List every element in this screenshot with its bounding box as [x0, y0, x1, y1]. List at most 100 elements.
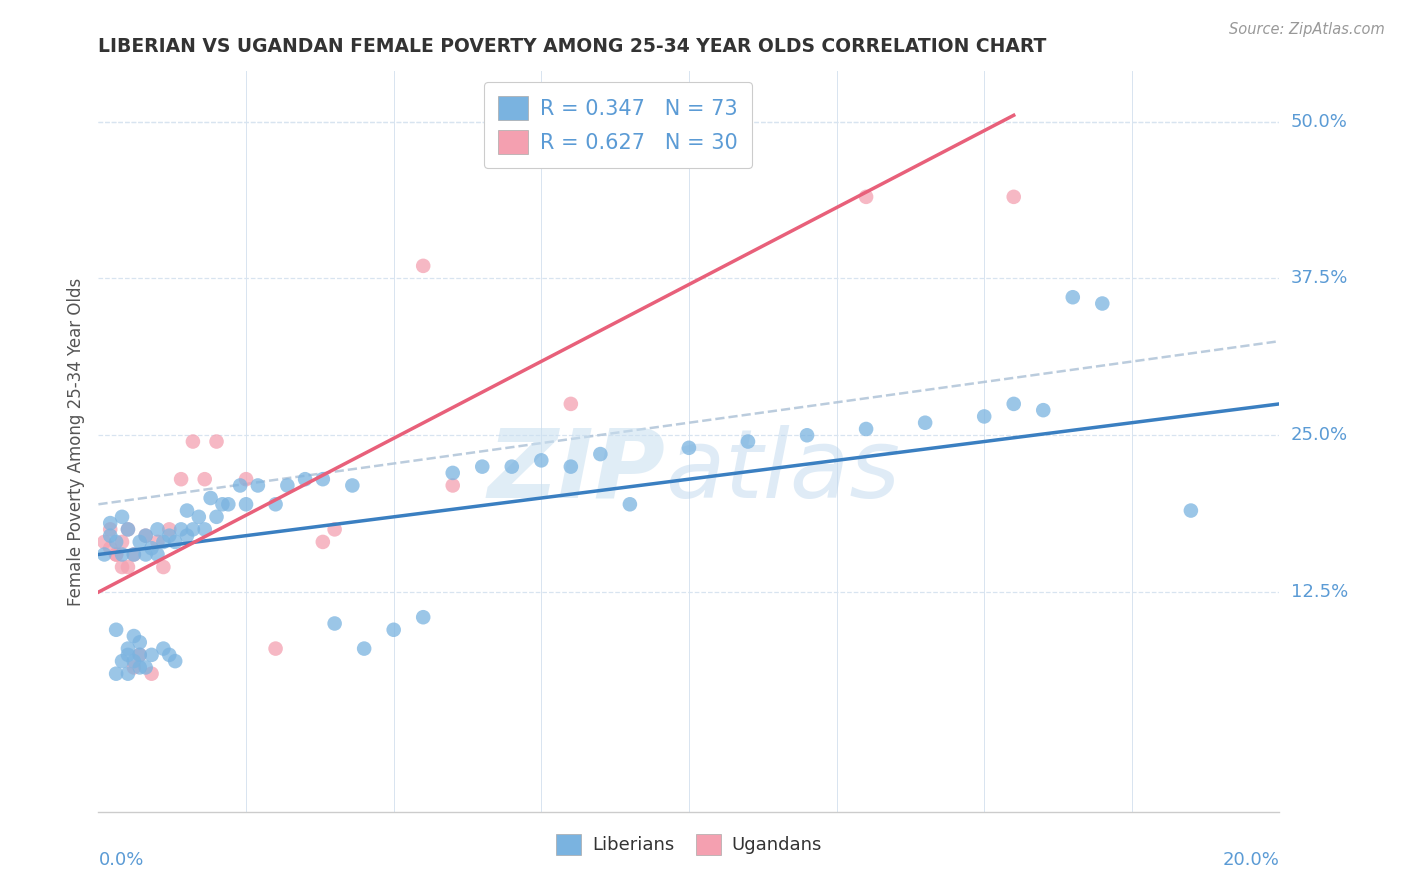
Point: [855, 190, 877, 204]
Point: [165, 535, 187, 549]
Point: [560, 397, 582, 411]
Point: [122, 548, 145, 562]
Point: [157, 529, 180, 543]
Text: atlas: atlas: [665, 425, 900, 517]
Point: [135, 529, 157, 543]
Point: [128, 648, 150, 662]
Point: [152, 560, 174, 574]
Point: [229, 478, 252, 492]
Point: [235, 472, 257, 486]
Point: [152, 535, 174, 549]
Point: [1032, 403, 1054, 417]
Point: [117, 641, 139, 656]
Point: [678, 441, 700, 455]
Point: [973, 409, 995, 424]
Point: [117, 560, 139, 574]
Point: [135, 529, 157, 543]
Point: [111, 535, 134, 549]
Text: 0.0%: 0.0%: [98, 851, 143, 869]
Point: [93, 548, 115, 562]
Point: [194, 472, 217, 486]
Point: [170, 472, 193, 486]
Point: [619, 497, 641, 511]
Point: [128, 535, 150, 549]
Point: [323, 616, 346, 631]
Point: [194, 522, 217, 536]
Point: [157, 522, 180, 536]
Point: [165, 654, 187, 668]
Legend: Liberians, Ugandans: Liberians, Ugandans: [546, 823, 832, 865]
Point: [117, 522, 139, 536]
Point: [441, 478, 464, 492]
Point: [501, 459, 523, 474]
Point: [441, 466, 464, 480]
Point: [98, 522, 121, 536]
Point: [1002, 397, 1025, 411]
Text: 37.5%: 37.5%: [1291, 269, 1348, 287]
Point: [117, 522, 139, 536]
Point: [181, 522, 204, 536]
Point: [796, 428, 818, 442]
Point: [111, 654, 134, 668]
Point: [93, 535, 115, 549]
Point: [98, 529, 121, 543]
Point: [1091, 296, 1114, 310]
Point: [141, 541, 163, 556]
Point: [135, 548, 157, 562]
Point: [111, 560, 134, 574]
Point: [205, 434, 228, 449]
Text: 20.0%: 20.0%: [1223, 851, 1279, 869]
Point: [264, 641, 287, 656]
Point: [98, 541, 121, 556]
Text: ZIP: ZIP: [488, 425, 665, 517]
Text: Source: ZipAtlas.com: Source: ZipAtlas.com: [1229, 22, 1385, 37]
Point: [187, 509, 209, 524]
Point: [353, 641, 375, 656]
Point: [855, 422, 877, 436]
Point: [560, 459, 582, 474]
Point: [111, 509, 134, 524]
Point: [235, 497, 257, 511]
Point: [181, 434, 204, 449]
Point: [211, 497, 233, 511]
Point: [412, 259, 434, 273]
Point: [146, 548, 169, 562]
Point: [122, 548, 145, 562]
Point: [294, 472, 316, 486]
Point: [217, 497, 239, 511]
Point: [200, 491, 222, 505]
Point: [141, 648, 163, 662]
Point: [128, 648, 150, 662]
Point: [530, 453, 553, 467]
Point: [264, 497, 287, 511]
Y-axis label: Female Poverty Among 25-34 Year Olds: Female Poverty Among 25-34 Year Olds: [66, 277, 84, 606]
Point: [176, 503, 198, 517]
Point: [312, 472, 335, 486]
Point: [105, 666, 128, 681]
Text: 25.0%: 25.0%: [1291, 426, 1348, 444]
Point: [117, 666, 139, 681]
Point: [135, 660, 157, 674]
Point: [1062, 290, 1084, 304]
Point: [105, 548, 128, 562]
Point: [412, 610, 434, 624]
Point: [312, 535, 335, 549]
Point: [1180, 503, 1202, 517]
Point: [117, 648, 139, 662]
Point: [105, 535, 128, 549]
Point: [276, 478, 298, 492]
Point: [122, 660, 145, 674]
Point: [157, 648, 180, 662]
Point: [205, 509, 228, 524]
Point: [146, 522, 169, 536]
Point: [98, 516, 121, 530]
Point: [111, 548, 134, 562]
Point: [141, 666, 163, 681]
Point: [170, 522, 193, 536]
Point: [471, 459, 494, 474]
Point: [146, 535, 169, 549]
Text: 50.0%: 50.0%: [1291, 112, 1347, 130]
Point: [128, 660, 150, 674]
Point: [122, 629, 145, 643]
Point: [914, 416, 936, 430]
